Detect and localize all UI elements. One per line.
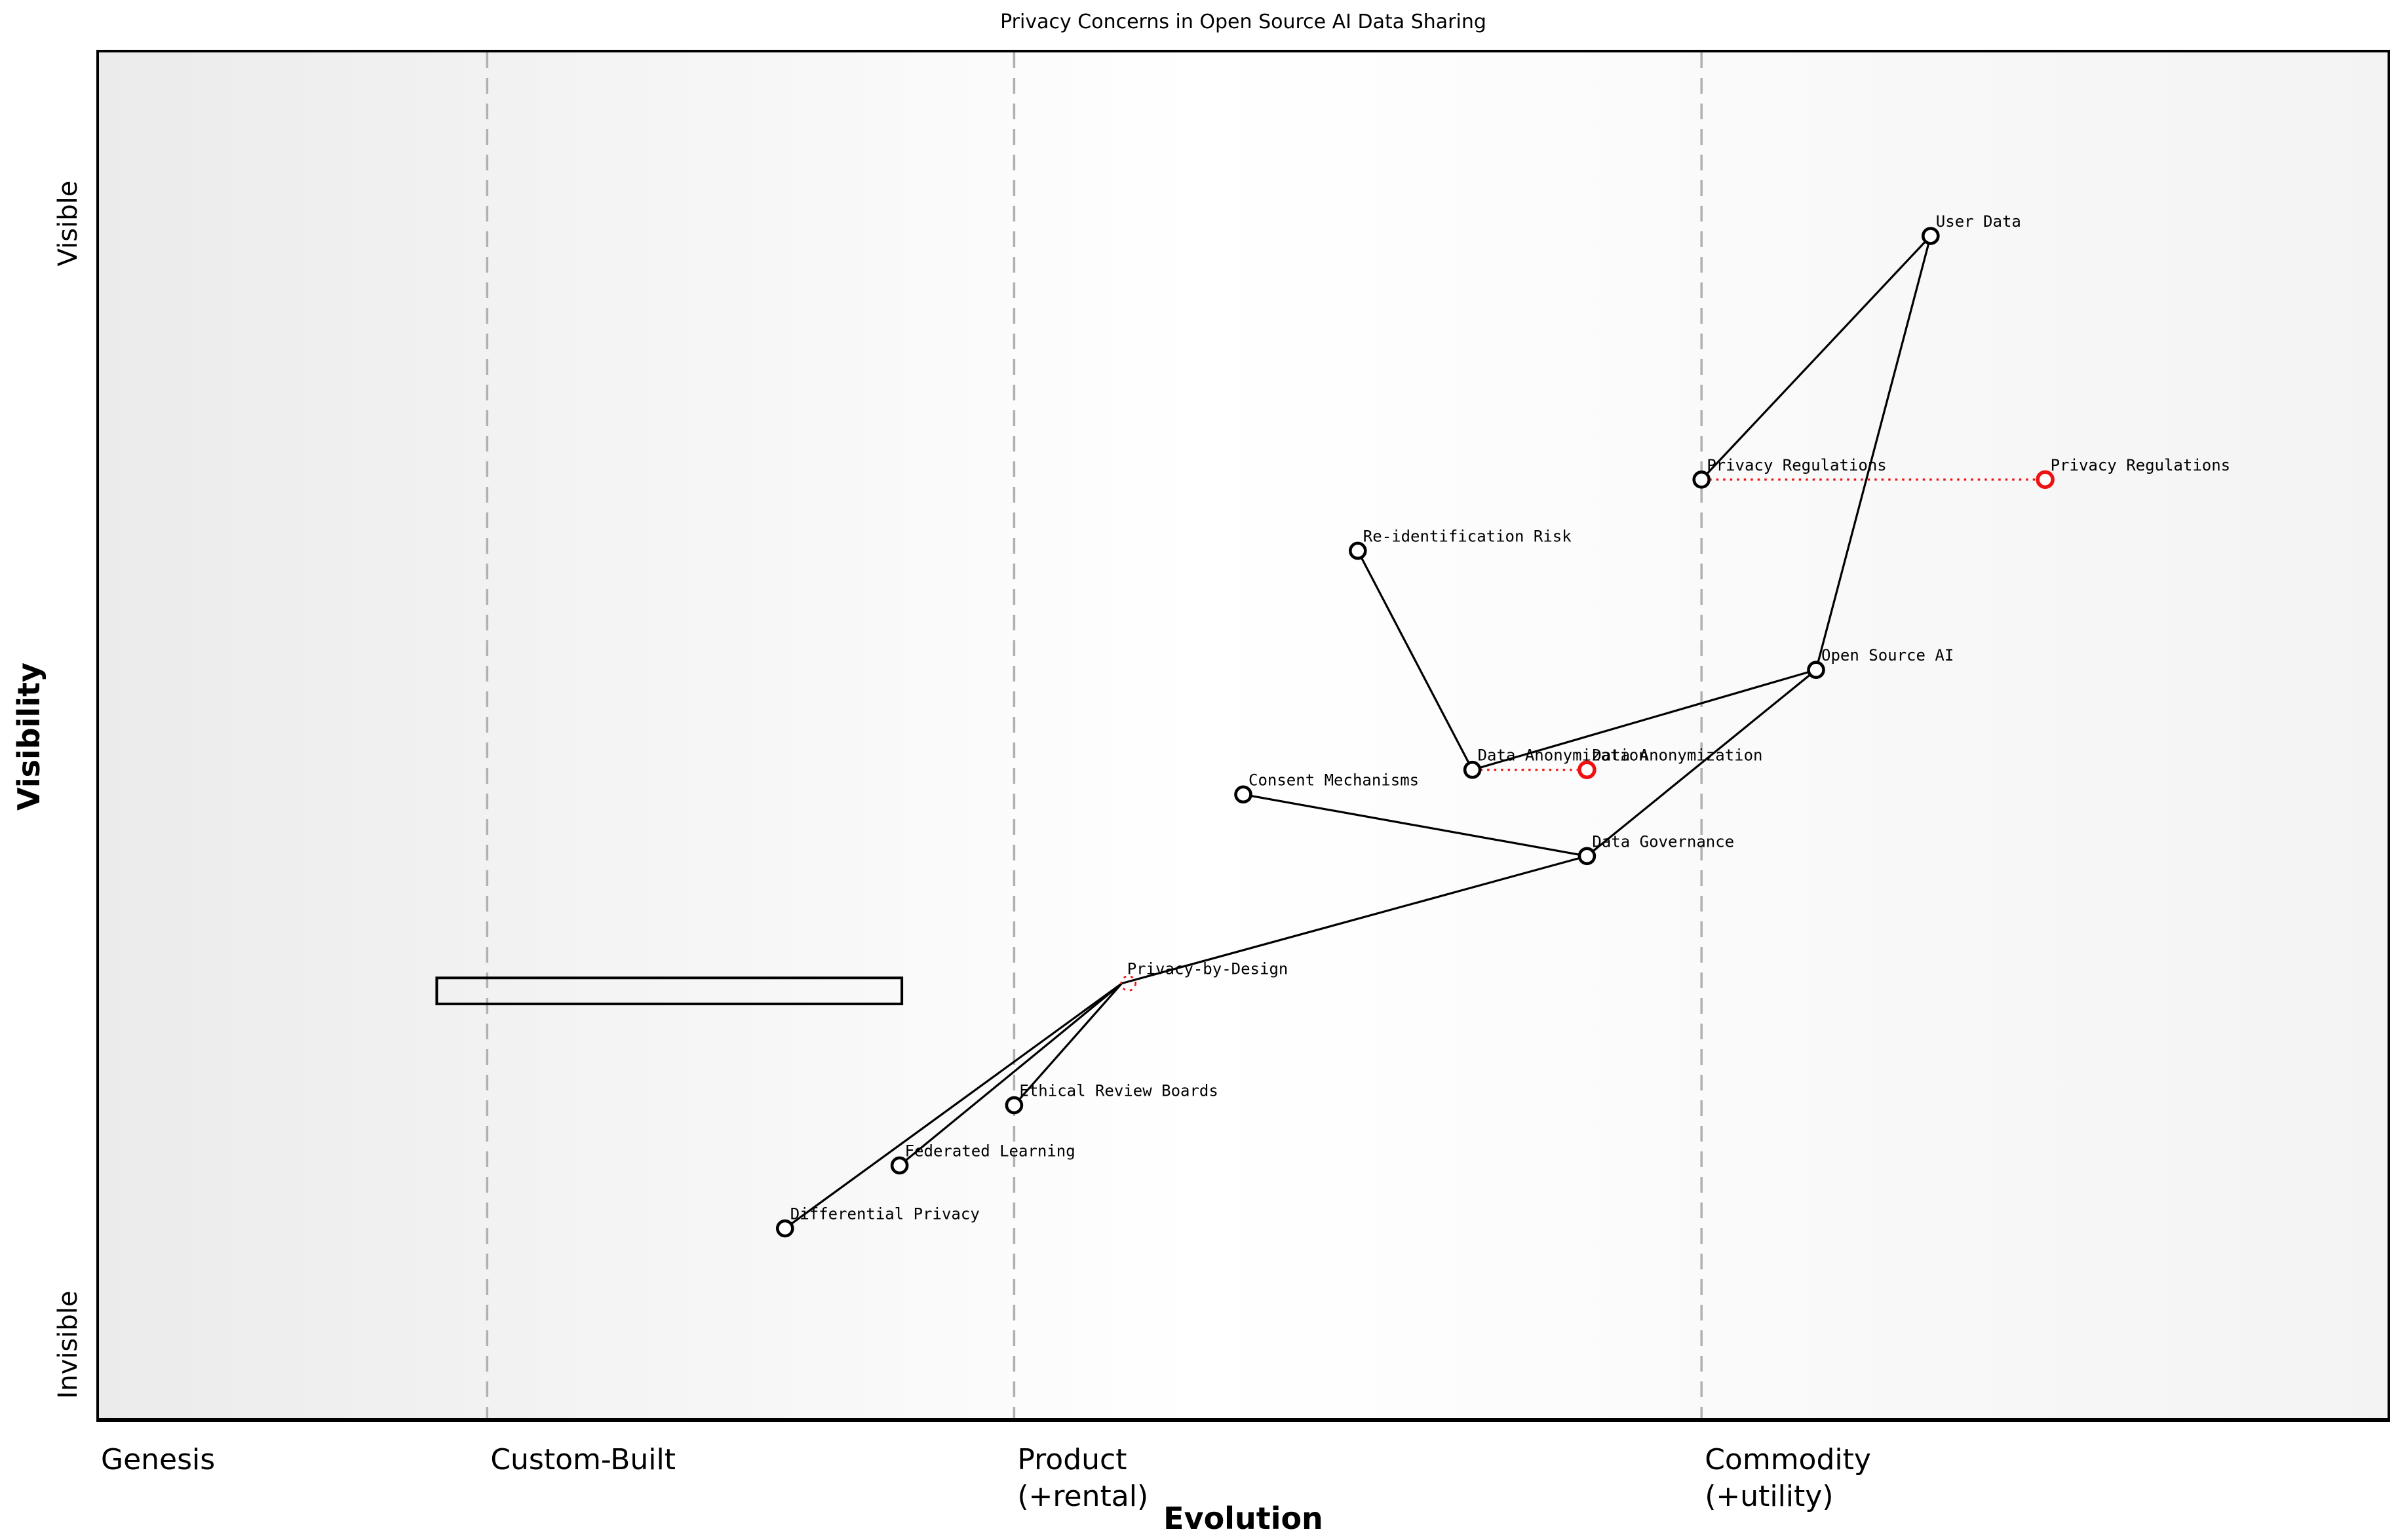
privacy-regulations-evolved-node xyxy=(2036,470,2055,490)
consent-mechanisms-label: Consent Mechanisms xyxy=(1248,771,1419,789)
data-governance-node xyxy=(1577,847,1597,866)
differential-privacy-label: Differential Privacy xyxy=(790,1205,980,1223)
edge-privacy-by-design--ethical-review-boards xyxy=(1013,982,1123,1106)
data-anonymization-label: Data Anonymization xyxy=(1478,746,1648,765)
federated-learning-label: Federated Learning xyxy=(905,1142,1075,1160)
privacy-regulations-evolved-label: Privacy Regulations xyxy=(2051,456,2231,474)
chart-title: Privacy Concerns in Open Source AI Data … xyxy=(1000,10,1486,33)
open-source-ai-label: Open Source AI xyxy=(1821,646,1954,664)
ethical-review-boards-label: Ethical Review Boards xyxy=(1019,1082,1218,1100)
federated-learning-node xyxy=(890,1156,909,1175)
x-axis-label: Evolution xyxy=(1163,1501,1323,1536)
edge-privacy-by-design--data-governance xyxy=(1121,855,1587,985)
edge-user-data--privacy-regulations xyxy=(1701,235,1931,480)
edge-consent-mechanisms--data-governance xyxy=(1243,793,1587,857)
user-data-label: User Data xyxy=(1936,212,2021,231)
edge-data-anonymization--open-source-ai xyxy=(1472,668,1817,771)
stage-label-product: Product (+rental) xyxy=(1017,1443,1149,1513)
annotation-rect xyxy=(435,976,904,1005)
data-anonymization-node xyxy=(1463,760,1482,779)
ethical-review-boards-node xyxy=(1005,1096,1024,1115)
stage-label-genesis: Genesis xyxy=(101,1443,216,1476)
privacy-regulations-label: Privacy Regulations xyxy=(1707,456,1887,474)
edge-privacy-by-design--federated-learning xyxy=(899,982,1123,1166)
edge-privacy-by-design--differential-privacy xyxy=(784,982,1123,1229)
data-anonymization-evolved-label: Data Anonymization xyxy=(1592,746,1762,765)
plot-background xyxy=(98,51,2389,1420)
y-tick-invisible: Invisible xyxy=(53,1290,83,1399)
privacy-regulations-node xyxy=(1692,471,1711,489)
re-identification-risk-label: Re-identification Risk xyxy=(1363,527,1572,545)
y-tick-visible: Visible xyxy=(53,180,83,267)
open-source-ai-node xyxy=(1807,661,1825,680)
differential-privacy-node xyxy=(776,1219,794,1238)
user-data-node xyxy=(1922,227,1940,245)
privacy-by-design-node xyxy=(1120,975,1137,991)
stage-label-custom-built: Custom-Built xyxy=(490,1443,676,1476)
edge-re-identification-risk--data-anonymization xyxy=(1357,550,1474,771)
privacy-by-design-label: Privacy-by-Design xyxy=(1127,960,1288,978)
data-governance-label: Data Governance xyxy=(1592,832,1734,851)
data-anonymization-evolved-node xyxy=(1577,760,1597,779)
re-identification-risk-node xyxy=(1349,541,1367,560)
y-axis-label: Visibility xyxy=(11,663,47,811)
edge-user-data--open-source-ai xyxy=(1815,235,1932,670)
stage-label-commodity: Commodity (+utility) xyxy=(1705,1443,1871,1513)
edge-data-governance--open-source-ai xyxy=(1586,668,1817,857)
consent-mechanisms-node xyxy=(1234,785,1252,804)
